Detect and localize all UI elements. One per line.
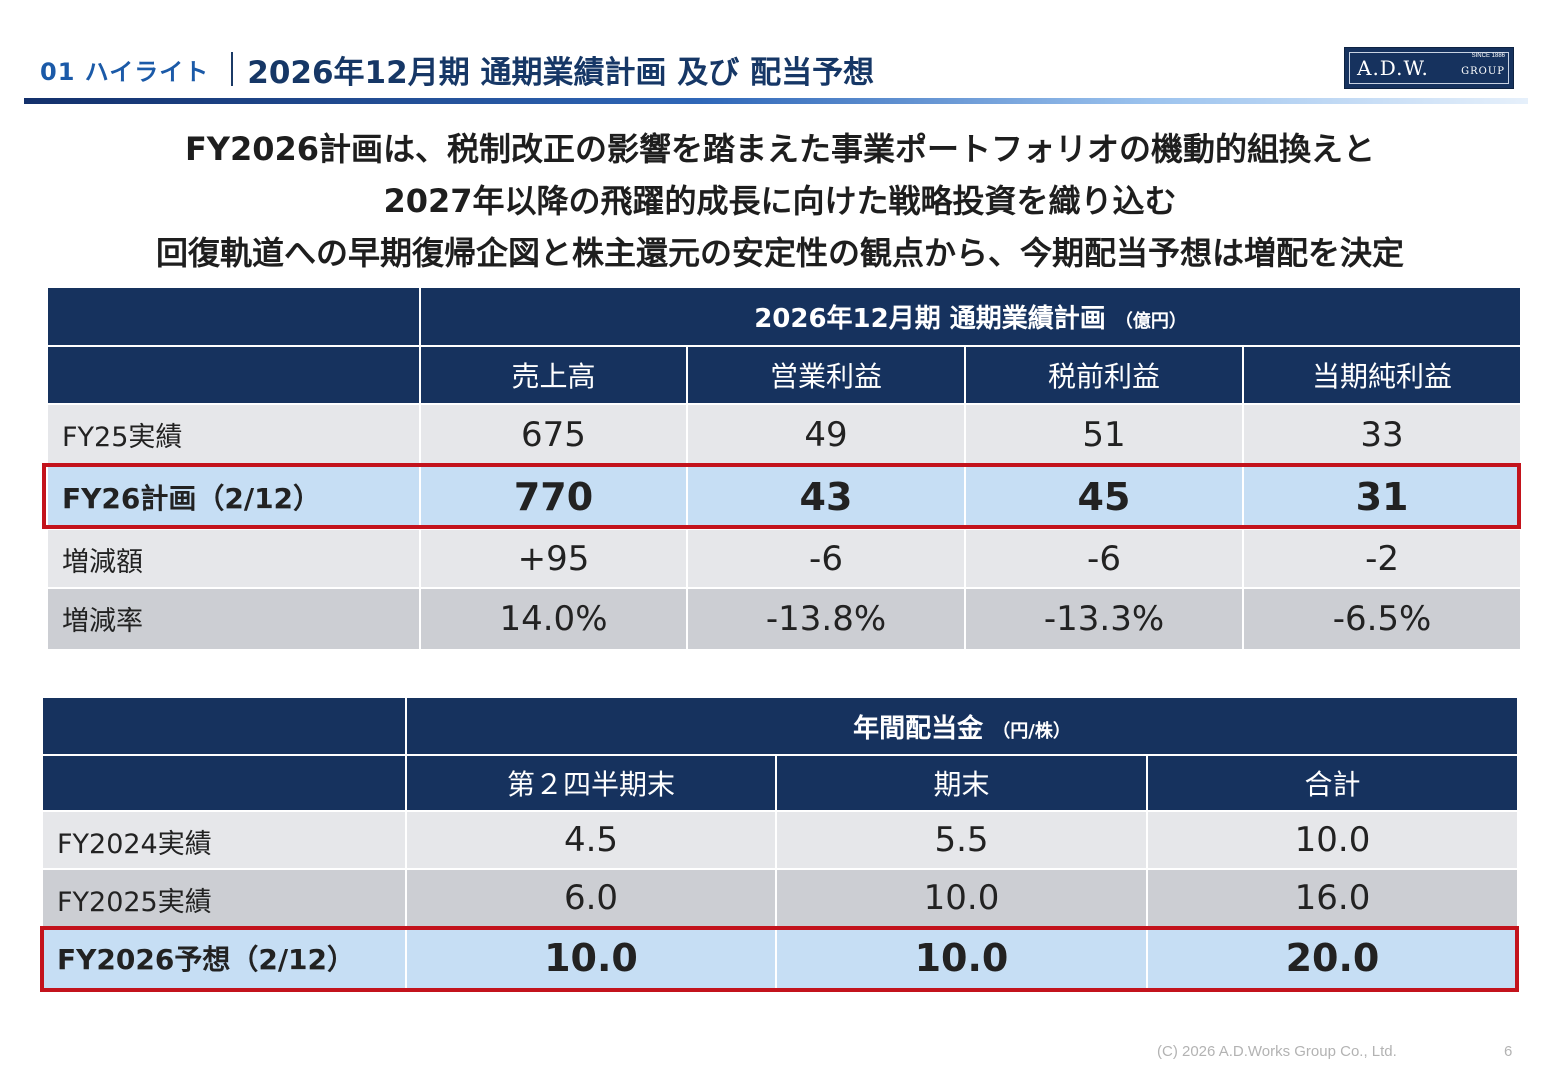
earnings-corner-cell-2 <box>46 345 421 405</box>
cell-value: 43 <box>686 464 966 530</box>
cell-value: -13.8% <box>686 587 966 651</box>
dividend-highlight-frame <box>40 926 1519 992</box>
logo-group-text: GROUP <box>1461 66 1505 77</box>
dividend-corner-cell-2 <box>41 754 407 812</box>
cell-value: -6 <box>686 528 966 589</box>
column-header: 税前利益 <box>964 345 1244 405</box>
cell-value: +95 <box>419 528 688 589</box>
row-label: FY25実績 <box>46 403 421 466</box>
cell-value: 31 <box>1241 464 1523 530</box>
row-label: FY2025実績 <box>41 868 407 928</box>
slide-title: 2026年12月期 通期業績計画 及び 配当予想 <box>247 54 875 91</box>
dividend-title-row: 年間配当金 （円/株） <box>41 696 1519 756</box>
table-row: 増減率 14.0% -13.8% -13.3% -6.5% <box>46 587 1523 651</box>
cell-value: -6 <box>964 528 1244 589</box>
row-label: 増減率 <box>46 587 421 651</box>
row-label: FY26計画（2/12） <box>46 464 421 530</box>
column-header: 期末 <box>775 754 1148 812</box>
cell-value: -2 <box>1241 528 1523 589</box>
section-label: 01 ハイライト <box>40 57 210 86</box>
footer-copyright: (C) 2026 A.D.Works Group Co., Ltd. <box>1157 1043 1397 1060</box>
row-label: FY2024実績 <box>41 810 407 870</box>
column-header: 売上高 <box>419 345 688 405</box>
cell-value: 51 <box>964 403 1244 466</box>
message-line-1: FY2026計画は、税制改正の影響を踏まえた事業ポートフォリオの機動的組換えと <box>184 130 1376 168</box>
column-header: 営業利益 <box>686 345 966 405</box>
earnings-highlight-frame <box>42 463 1521 529</box>
dividend-table: 年間配当金 （円/株） 第２四半期末 期末 合計 FY2024実績 4.5 5.… <box>41 696 1519 990</box>
header-rule <box>24 98 1528 104</box>
logo-since-text: SINCE 1886 <box>1471 53 1505 59</box>
earnings-table-title: 2026年12月期 通期業績計画 （億円） <box>418 286 1523 347</box>
page-number: 6 <box>1504 1043 1513 1060</box>
header-separator <box>231 52 234 86</box>
message-line-2: 2027年以降の飛躍的成長に向けた戦略投資を織り込む <box>383 182 1177 220</box>
column-header: 第２四半期末 <box>405 754 777 812</box>
logo-main-text: A.D.W. <box>1357 56 1429 80</box>
table-row: 増減額 +95 -6 -6 -2 <box>46 528 1523 589</box>
slide-header: 01 ハイライト 2026年12月期 通期業績計画 及び 配当予想 <box>40 44 874 94</box>
table-row: FY2024実績 4.5 5.5 10.0 <box>41 810 1519 870</box>
cell-value: 6.0 <box>405 868 777 928</box>
cell-value: 45 <box>964 464 1244 530</box>
column-header: 当期純利益 <box>1241 345 1523 405</box>
cell-value: -13.3% <box>964 587 1244 651</box>
cell-value: 675 <box>419 403 688 466</box>
row-label: 増減額 <box>46 528 421 589</box>
cell-value: 20.0 <box>1146 926 1519 990</box>
cell-value: 4.5 <box>405 810 777 870</box>
cell-value: -6.5% <box>1241 587 1523 651</box>
cell-value: 5.5 <box>775 810 1148 870</box>
dividend-title-text: 年間配当金 <box>853 713 984 744</box>
dividend-corner-cell <box>41 696 407 756</box>
earnings-title-text: 2026年12月期 通期業績計画 <box>754 304 1106 334</box>
cell-value: 33 <box>1241 403 1523 466</box>
table-row: FY2025実績 6.0 10.0 16.0 <box>41 868 1519 928</box>
earnings-corner-cell <box>46 286 421 347</box>
dividend-unit: （円/株） <box>992 720 1071 742</box>
message-line-3: 回復軌道への早期復帰企図と株主還元の安定性の観点から、今期配当予想は増配を決定 <box>155 234 1404 272</box>
company-logo: A.D.W. SINCE 1886 GROUP <box>1344 47 1514 89</box>
table-row: FY25実績 675 49 51 33 <box>46 403 1523 466</box>
dividend-column-header-row: 第２四半期末 期末 合計 <box>41 754 1519 812</box>
cell-value: 10.0 <box>1146 810 1519 870</box>
cell-value: 14.0% <box>419 587 688 651</box>
earnings-unit: （億円） <box>1114 311 1187 332</box>
dividend-table-title: 年間配当金 （円/株） <box>405 696 1519 756</box>
row-label: FY2026予想（2/12） <box>41 926 407 990</box>
cell-value: 49 <box>686 403 966 466</box>
earnings-column-header-row: 売上高 営業利益 税前利益 当期純利益 <box>46 345 1523 405</box>
logo-frame <box>1349 52 1509 84</box>
table-row-highlight: FY26計画（2/12） 770 43 45 31 <box>46 464 1523 530</box>
cell-value: 16.0 <box>1146 868 1519 928</box>
cell-value: 10.0 <box>775 868 1148 928</box>
cell-value: 10.0 <box>775 926 1148 990</box>
earnings-plan-table: 2026年12月期 通期業績計画 （億円） 売上高 営業利益 税前利益 当期純利… <box>46 286 1523 651</box>
column-header: 合計 <box>1146 754 1519 812</box>
cell-value: 770 <box>419 464 688 530</box>
earnings-title-row: 2026年12月期 通期業績計画 （億円） <box>46 286 1523 347</box>
